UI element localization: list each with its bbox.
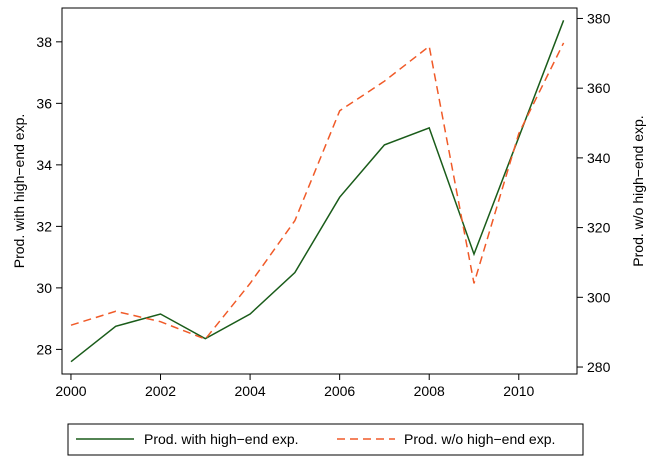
x-tick-label: 2004 [235, 383, 266, 399]
plot-area-frame [61, 7, 578, 375]
left-y-tick-label: 38 [36, 34, 52, 50]
legend-label-without-high-end: Prod. w/o high−end exp. [404, 431, 555, 447]
right-y-tick-label: 380 [587, 10, 611, 26]
left-y-tick-label: 34 [36, 157, 52, 173]
series-layer [70, 20, 565, 363]
right-y-tick-label: 280 [587, 359, 611, 375]
left-y-tick-label: 30 [36, 280, 52, 296]
series-line-without-high-end [70, 42, 565, 340]
legend-label-with-high-end: Prod. with high−end exp. [144, 431, 299, 447]
left-y-tick-label: 36 [36, 95, 52, 111]
right-axis-title: Prod. w/o high−end exp. [630, 115, 646, 266]
right-y-tick-label: 360 [587, 80, 611, 96]
series-line-with-high-end [70, 20, 565, 363]
right-y-tick-label: 300 [587, 289, 611, 305]
left-y-axis: 28 30 32 34 36 38 [36, 34, 62, 357]
right-y-tick-label: 320 [587, 220, 611, 236]
right-y-tick-label: 340 [587, 150, 611, 166]
right-y-axis: 280 300 320 340 360 380 [577, 10, 611, 375]
x-axis: 2000 2002 2004 2006 2008 2010 [55, 374, 535, 399]
x-tick-label: 2006 [324, 383, 355, 399]
left-y-tick-label: 28 [36, 341, 52, 357]
left-y-tick-label: 32 [36, 218, 52, 234]
legend-box [67, 423, 584, 456]
left-axis-title: Prod. with high−end exp. [11, 114, 27, 269]
x-tick-label: 2010 [503, 383, 534, 399]
x-tick-label: 2002 [145, 383, 176, 399]
x-tick-label: 2008 [414, 383, 445, 399]
legend: Prod. with high−end exp. Prod. w/o high−… [67, 423, 584, 456]
x-tick-label: 2000 [55, 383, 86, 399]
